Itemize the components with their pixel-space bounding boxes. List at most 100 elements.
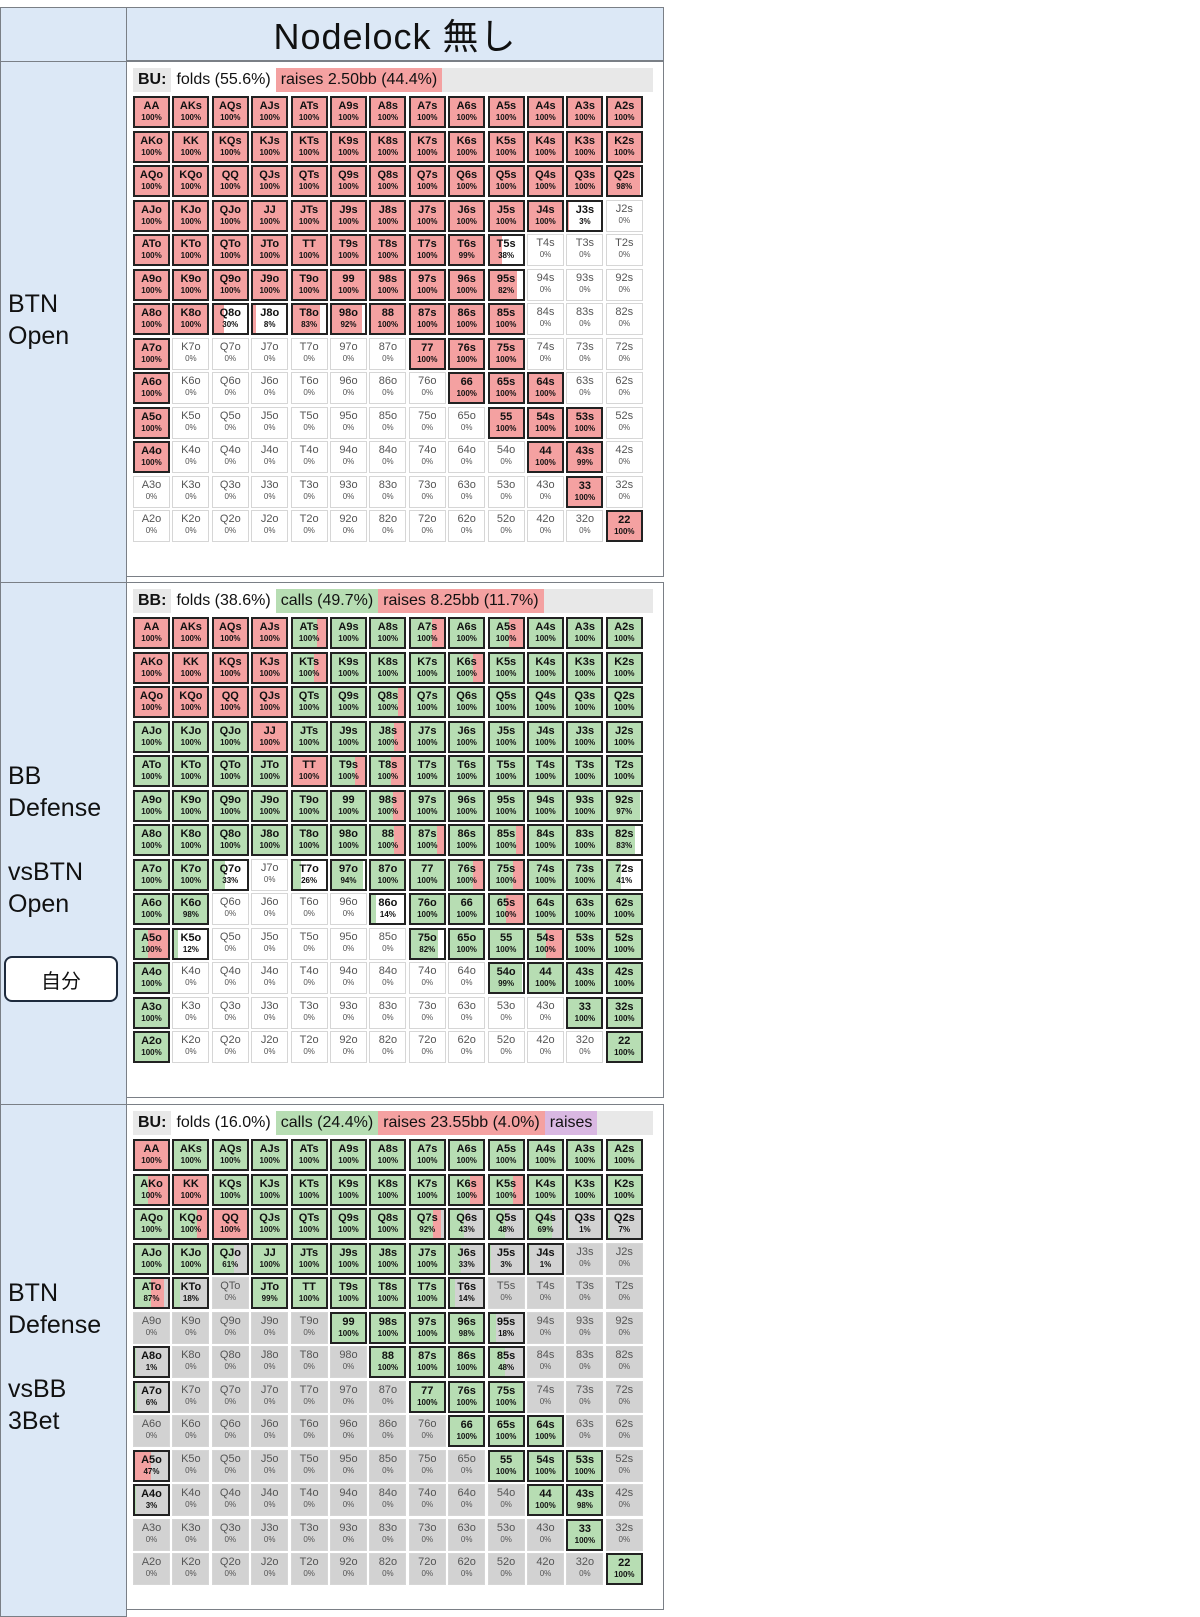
hand-cell[interactable]: ATs 100% bbox=[290, 617, 328, 649]
hand-cell[interactable]: QTs 100% bbox=[290, 165, 328, 197]
hand-cell[interactable]: A3s 100% bbox=[566, 96, 604, 128]
hand-cell[interactable]: 72o 0% bbox=[408, 1553, 446, 1585]
hand-cell[interactable]: 96o 0% bbox=[330, 893, 367, 925]
hand-cell[interactable]: J3s 0% bbox=[566, 1242, 604, 1275]
hand-cell[interactable]: A7o 6% bbox=[133, 1380, 170, 1413]
hand-cell[interactable]: QJs 100% bbox=[251, 1208, 289, 1240]
hand-cell[interactable]: 93s 0% bbox=[566, 268, 604, 301]
hand-cell[interactable]: J8s 100% bbox=[369, 720, 407, 753]
hand-cell[interactable]: ATs 100% bbox=[290, 96, 328, 128]
hand-cell[interactable]: 76o 100% bbox=[408, 893, 446, 925]
hand-cell[interactable]: 99 100% bbox=[330, 268, 367, 301]
hand-cell[interactable]: J2s 0% bbox=[605, 1242, 643, 1275]
hand-cell[interactable]: A5o 100% bbox=[133, 406, 170, 439]
hand-cell[interactable]: Q4s 69% bbox=[527, 1208, 564, 1240]
hand-cell[interactable]: 76o 0% bbox=[408, 1415, 446, 1447]
hand-cell[interactable]: AA 100% bbox=[133, 96, 170, 128]
hand-cell[interactable]: T4o 0% bbox=[290, 441, 328, 473]
hand-cell[interactable]: J3o 0% bbox=[251, 475, 289, 508]
hand-cell[interactable]: A8s 100% bbox=[369, 1139, 407, 1171]
hand-cell[interactable]: K6o 0% bbox=[172, 372, 210, 404]
hand-cell[interactable]: K6s 100% bbox=[448, 1173, 486, 1206]
hand-cell[interactable]: 65s 100% bbox=[487, 893, 525, 925]
hand-cell[interactable]: 86s 100% bbox=[448, 1346, 486, 1378]
hand-cell[interactable]: J5o 0% bbox=[251, 927, 289, 960]
hand-cell[interactable]: A5s 100% bbox=[487, 617, 525, 649]
hand-cell[interactable]: 72o 0% bbox=[408, 510, 446, 542]
hand-cell[interactable]: J3o 0% bbox=[251, 1518, 289, 1551]
hand-cell[interactable]: T9o 100% bbox=[290, 268, 328, 301]
hand-cell[interactable]: 85s 48% bbox=[487, 1346, 525, 1378]
hand-cell[interactable]: 42o 0% bbox=[527, 510, 564, 542]
hand-cell[interactable]: 62s 0% bbox=[605, 1415, 643, 1447]
hand-cell[interactable]: T8s 100% bbox=[369, 234, 407, 266]
hand-cell[interactable]: QJo 61% bbox=[211, 1242, 249, 1275]
hand-cell[interactable]: A4o 100% bbox=[133, 962, 170, 994]
hand-cell[interactable]: QQ 100% bbox=[211, 165, 249, 197]
hand-cell[interactable]: J6o 0% bbox=[251, 893, 289, 925]
hand-cell[interactable]: T7o 26% bbox=[290, 858, 328, 891]
hand-cell[interactable]: Q8o 100% bbox=[211, 824, 249, 856]
hand-cell[interactable]: 66 100% bbox=[448, 372, 486, 404]
hand-cell[interactable]: 77 100% bbox=[408, 337, 446, 370]
hand-cell[interactable]: Q3s 100% bbox=[566, 165, 604, 197]
hand-cell[interactable]: J3s 100% bbox=[566, 720, 604, 753]
hand-cell[interactable]: J7s 100% bbox=[408, 720, 446, 753]
hand-cell[interactable]: A6s 100% bbox=[448, 1139, 486, 1171]
hand-cell[interactable]: T6o 0% bbox=[290, 1415, 328, 1447]
hand-cell[interactable]: 52o 0% bbox=[487, 510, 525, 542]
hand-cell[interactable]: JTo 100% bbox=[251, 234, 289, 266]
hand-cell[interactable]: 43o 0% bbox=[527, 1518, 564, 1551]
hand-cell[interactable]: 87o 0% bbox=[369, 1380, 407, 1413]
hand-cell[interactable]: AA 100% bbox=[133, 1139, 170, 1171]
hand-cell[interactable]: 87s 100% bbox=[408, 1346, 446, 1378]
hand-cell[interactable]: 54o 0% bbox=[487, 441, 525, 473]
hand-cell[interactable]: 73o 0% bbox=[408, 1518, 446, 1551]
hand-cell[interactable]: K5s 100% bbox=[487, 1173, 525, 1206]
hand-cell[interactable]: 86o 0% bbox=[369, 372, 407, 404]
hand-cell[interactable]: 75o 0% bbox=[408, 406, 446, 439]
hand-cell[interactable]: 53s 100% bbox=[566, 406, 604, 439]
hand-cell[interactable]: 52s 0% bbox=[605, 406, 643, 439]
hand-cell[interactable]: 84o 0% bbox=[369, 1484, 407, 1516]
hand-cell[interactable]: A7s 100% bbox=[408, 617, 446, 649]
hand-cell[interactable]: A3o 0% bbox=[133, 475, 170, 508]
hand-cell[interactable]: 82s 83% bbox=[605, 824, 643, 856]
hand-cell[interactable]: J9s 100% bbox=[330, 720, 367, 753]
hand-cell[interactable]: 73o 0% bbox=[408, 996, 446, 1029]
hand-cell[interactable]: AJs 100% bbox=[251, 617, 289, 649]
hand-cell[interactable]: K9o 100% bbox=[172, 268, 210, 301]
hand-cell[interactable]: T4s 0% bbox=[527, 1277, 564, 1309]
hand-cell[interactable]: 32o 0% bbox=[566, 1031, 604, 1063]
hand-cell[interactable]: KJs 100% bbox=[251, 651, 289, 684]
hand-cell[interactable]: T3s 0% bbox=[566, 1277, 604, 1309]
hand-cell[interactable]: Q2s 7% bbox=[605, 1208, 643, 1240]
hand-cell[interactable]: T7o 0% bbox=[290, 1380, 328, 1413]
hand-cell[interactable]: JJ 100% bbox=[251, 199, 289, 232]
hand-cell[interactable]: 43s 100% bbox=[566, 962, 604, 994]
hand-cell[interactable]: 63s 0% bbox=[566, 372, 604, 404]
hand-cell[interactable]: J3s 3% bbox=[566, 199, 604, 232]
hand-cell[interactable]: 63o 0% bbox=[448, 996, 486, 1029]
hand-cell[interactable]: 52s 0% bbox=[605, 1449, 643, 1482]
hand-cell[interactable]: QTo 100% bbox=[211, 755, 249, 787]
hand-cell[interactable]: 82s 0% bbox=[605, 1346, 643, 1378]
hand-cell[interactable]: 82o 0% bbox=[369, 510, 407, 542]
hand-cell[interactable]: 98s 100% bbox=[369, 1311, 407, 1344]
hand-cell[interactable]: JJ 100% bbox=[251, 1242, 289, 1275]
hand-cell[interactable]: 32s 100% bbox=[605, 996, 643, 1029]
hand-cell[interactable]: 96s 100% bbox=[448, 789, 486, 822]
hand-cell[interactable]: J9o 100% bbox=[251, 268, 289, 301]
hand-cell[interactable]: 96s 98% bbox=[448, 1311, 486, 1344]
hand-cell[interactable]: K8s 100% bbox=[369, 1173, 407, 1206]
hand-cell[interactable]: J9o 100% bbox=[251, 789, 289, 822]
hand-cell[interactable]: AA 100% bbox=[133, 617, 170, 649]
hand-cell[interactable]: 22 100% bbox=[605, 1031, 643, 1063]
hand-cell[interactable]: 95o 0% bbox=[330, 927, 367, 960]
hand-cell[interactable]: 64o 0% bbox=[448, 1484, 486, 1516]
hand-cell[interactable]: K3o 0% bbox=[172, 475, 210, 508]
hand-cell[interactable]: J8o 100% bbox=[251, 824, 289, 856]
hand-cell[interactable]: 92o 0% bbox=[330, 1553, 367, 1585]
hand-cell[interactable]: KQs 100% bbox=[211, 1173, 249, 1206]
hand-cell[interactable]: K4o 0% bbox=[172, 441, 210, 473]
